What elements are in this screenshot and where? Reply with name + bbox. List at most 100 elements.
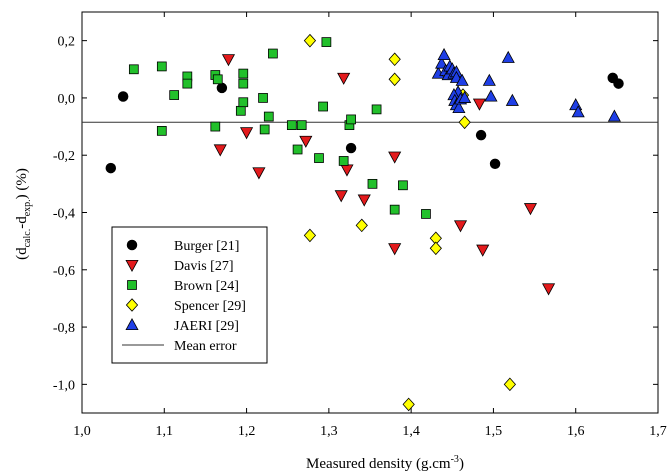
series-diamond [303,33,517,412]
data-point [613,78,624,89]
data-point [607,109,621,122]
data-point [345,142,357,154]
series-square [128,37,431,219]
data-point [238,97,249,108]
data-point [458,90,472,103]
data-point [429,241,442,256]
data-point [182,78,193,89]
y-tick-label: -0,8 [53,321,75,336]
series-triangle-down [213,54,556,296]
data-point [156,126,167,136]
data-point [569,98,583,111]
data-point [489,158,501,170]
data-point [210,121,221,132]
data-point [303,228,317,243]
data-point [105,162,117,174]
x-tick-label: 1,3 [320,424,338,439]
data-point [340,164,354,177]
data-point [389,204,400,215]
data-point [357,194,371,207]
data-point [453,220,468,233]
legend-marker [125,298,139,312]
data-point [475,129,487,141]
data-point [258,93,268,103]
y-axis: 0,2 0,0 -0,2 -0,4 -0,6 -0,8 -1,0 [53,35,658,393]
y-axis-label: (dcalc.-dexp.) (%) [14,168,33,260]
data-point [334,190,348,203]
data-point [314,153,324,163]
data-point [452,100,466,114]
legend-label: Mean error [174,339,237,354]
data-point [238,68,249,79]
x-tick-label: 1,0 [73,424,91,439]
legend-label: Davis [27] [174,259,234,274]
data-point [388,52,401,67]
x-tick-label: 1,5 [485,424,503,439]
legend-marker [125,259,139,273]
data-point [476,244,490,257]
legend-label: Spencer [29] [174,299,246,314]
data-point [212,74,223,85]
series-triangle-up [431,47,621,122]
data-point [482,73,496,86]
data-point [388,243,402,256]
y-tick-label: -0,6 [53,264,75,279]
legend-label: JAERI [29] [174,319,239,334]
legend: Burger [21] Davis [27] Brown [24] Spencer [… [111,226,268,364]
data-point [571,105,585,118]
data-point [388,151,402,164]
y-tick-label: -0,4 [53,207,75,222]
data-point [398,180,408,191]
x-tick-label: 1,6 [567,424,585,439]
data-point [156,61,167,72]
y-tick-label: -0,2 [53,149,75,164]
data-points [105,33,624,412]
data-point [484,89,498,102]
data-point [355,218,368,233]
data-point [523,203,538,216]
data-point [472,98,487,111]
data-point [501,50,515,63]
y-tick-label: 0,2 [58,35,76,50]
data-point [286,120,297,131]
data-point [318,101,328,112]
data-point [402,397,415,412]
legend-marker [126,239,138,251]
data-point [128,64,139,75]
data-point [296,120,307,131]
legend-label: Burger [21] [174,239,239,254]
x-tick-label: 1,1 [156,424,174,439]
x-tick-label: 1,7 [649,424,667,439]
data-point [388,72,401,87]
x-axis-label: Measured density (g.cm-3) [306,454,464,472]
data-point [541,283,556,296]
data-point [292,144,303,155]
data-point [505,93,519,106]
data-point [337,72,351,85]
data-point [371,104,382,115]
data-point [321,37,332,47]
data-point [435,56,449,69]
data-point [458,115,471,130]
y-tick-label: 0,0 [58,92,76,107]
data-point [299,135,313,148]
legend-label: Brown [24] [174,279,239,294]
data-point [303,33,317,48]
data-point [240,127,254,140]
data-point [503,377,517,392]
data-point [216,82,228,94]
data-point [252,167,266,180]
legend-box [111,226,268,364]
data-point [213,144,227,157]
data-point [117,91,129,102]
data-point [455,73,469,86]
data-point [263,111,274,122]
data-point [346,114,356,125]
data-point [367,178,378,189]
x-tick-label: 1,4 [402,424,420,439]
data-point [238,78,249,89]
data-point [235,105,246,116]
legend-marker [125,317,139,331]
x-tick-label: 1,2 [238,424,256,439]
